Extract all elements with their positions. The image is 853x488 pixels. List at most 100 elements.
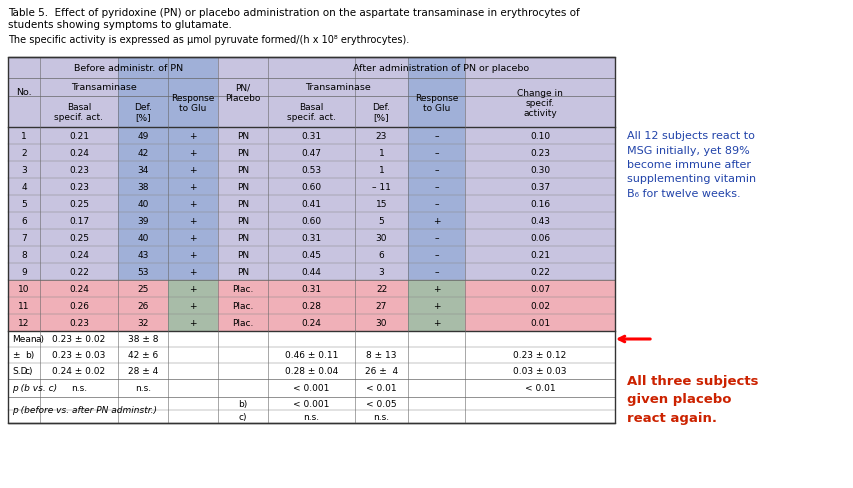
Text: 0.47: 0.47 (301, 149, 321, 158)
Text: 3: 3 (21, 165, 26, 175)
Text: b): b) (25, 351, 34, 360)
Text: 49: 49 (137, 132, 148, 141)
Text: 0.60: 0.60 (301, 217, 322, 225)
Text: 0.01: 0.01 (530, 318, 549, 327)
Text: PN: PN (236, 234, 249, 243)
Text: PN: PN (236, 132, 249, 141)
Text: 0.28 ± 0.04: 0.28 ± 0.04 (285, 367, 338, 376)
Bar (118, 213, 168, 229)
Bar (8, 179, 614, 196)
Bar (8, 331, 614, 423)
Text: –: – (433, 183, 438, 192)
Text: 0.24: 0.24 (69, 149, 89, 158)
Text: 0.22: 0.22 (69, 267, 89, 276)
Text: – 11: – 11 (372, 183, 391, 192)
Text: +: + (189, 285, 196, 293)
Text: 40: 40 (137, 200, 148, 208)
Text: 6: 6 (378, 250, 384, 260)
Bar (168, 179, 218, 196)
Text: +: + (432, 217, 440, 225)
Text: Def.
[%]: Def. [%] (372, 102, 390, 122)
Text: 15: 15 (375, 200, 386, 208)
Bar (168, 128, 218, 145)
Text: < 0.001: < 0.001 (293, 399, 329, 408)
Text: +: + (189, 267, 196, 276)
Bar (118, 314, 168, 331)
Text: Response
to Glu: Response to Glu (171, 94, 214, 113)
Bar (408, 58, 464, 128)
Text: +: + (189, 250, 196, 260)
Text: 0.45: 0.45 (301, 250, 321, 260)
Bar (168, 213, 218, 229)
Text: 5: 5 (21, 200, 26, 208)
Text: +: + (189, 234, 196, 243)
Text: 38: 38 (137, 183, 148, 192)
Bar (118, 281, 168, 297)
Text: Transaminase: Transaminase (305, 83, 370, 92)
Text: 2: 2 (21, 149, 26, 158)
Text: 40: 40 (137, 234, 148, 243)
Text: +: + (432, 318, 440, 327)
Bar (168, 196, 218, 213)
Bar (118, 162, 168, 179)
Text: +: + (189, 132, 196, 141)
Text: +: + (432, 285, 440, 293)
Text: 0.23 ± 0.12: 0.23 ± 0.12 (513, 351, 566, 360)
Text: +: + (189, 183, 196, 192)
Text: 0.43: 0.43 (530, 217, 549, 225)
Text: 22: 22 (375, 285, 386, 293)
Text: 0.02: 0.02 (530, 302, 549, 310)
Text: +: + (189, 217, 196, 225)
Text: 1: 1 (378, 149, 384, 158)
Text: 0.17: 0.17 (69, 217, 89, 225)
Text: a): a) (36, 335, 45, 344)
Text: 0.21: 0.21 (530, 250, 549, 260)
Text: –: – (433, 234, 438, 243)
Text: PN: PN (236, 165, 249, 175)
Text: 0.28: 0.28 (301, 302, 321, 310)
Text: 23: 23 (375, 132, 386, 141)
Text: Def.
[%]: Def. [%] (134, 102, 152, 122)
Text: +: + (189, 200, 196, 208)
Text: –: – (433, 149, 438, 158)
Text: < 0.001: < 0.001 (293, 384, 329, 393)
Text: +: + (189, 165, 196, 175)
Bar (408, 128, 464, 145)
Text: 0.37: 0.37 (530, 183, 549, 192)
Text: Plac.: Plac. (232, 302, 253, 310)
Bar (168, 297, 218, 314)
Bar (8, 162, 614, 179)
Text: 0.06: 0.06 (530, 234, 549, 243)
Text: 0.23: 0.23 (69, 318, 89, 327)
Text: 0.23 ± 0.03: 0.23 ± 0.03 (52, 351, 106, 360)
Text: < 0.01: < 0.01 (524, 384, 554, 393)
Text: PN: PN (236, 250, 249, 260)
Text: Transaminase: Transaminase (71, 83, 136, 92)
Bar (8, 58, 614, 423)
Text: p (b vs. c): p (b vs. c) (12, 384, 57, 393)
Bar (408, 297, 464, 314)
Bar (8, 264, 614, 281)
Text: Mean: Mean (12, 335, 37, 344)
Text: Plac.: Plac. (232, 318, 253, 327)
Bar (8, 297, 614, 314)
Text: 7: 7 (21, 234, 26, 243)
Text: 0.31: 0.31 (301, 285, 322, 293)
Text: 0.22: 0.22 (530, 267, 549, 276)
Bar (168, 314, 218, 331)
Text: 0.23: 0.23 (69, 183, 89, 192)
Text: S.D.: S.D. (12, 367, 31, 376)
Text: 0.41: 0.41 (301, 200, 321, 208)
Text: –: – (433, 267, 438, 276)
Text: 26 ±  4: 26 ± 4 (364, 367, 397, 376)
Bar (118, 196, 168, 213)
Text: p (before vs. after PN adminstr.): p (before vs. after PN adminstr.) (12, 406, 157, 415)
Text: 0.60: 0.60 (301, 183, 322, 192)
Text: PN: PN (236, 267, 249, 276)
Text: 38 ± 8: 38 ± 8 (128, 335, 158, 344)
Bar (168, 58, 218, 128)
Text: 1: 1 (378, 165, 384, 175)
Text: 0.25: 0.25 (69, 200, 89, 208)
Text: 0.03 ± 0.03: 0.03 ± 0.03 (513, 367, 566, 376)
Text: The specific activity is expressed as μmol pyruvate formed/(h x 10⁸ erythrocytes: The specific activity is expressed as μm… (8, 35, 409, 45)
